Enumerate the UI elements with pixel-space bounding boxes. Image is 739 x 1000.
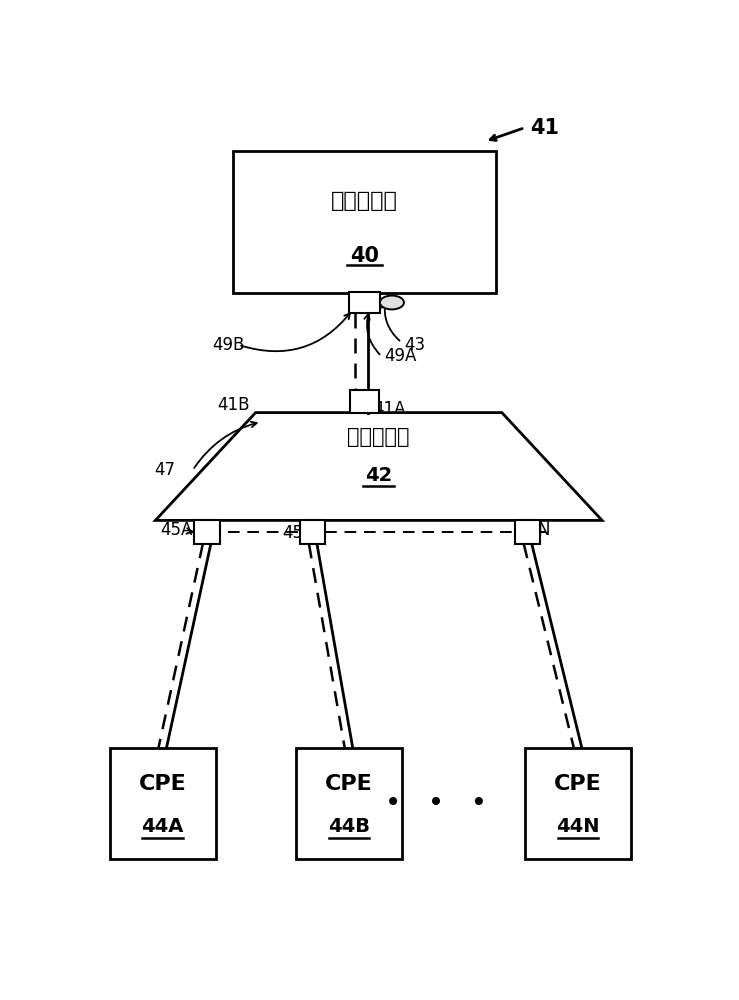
- Text: •   •   •: • • •: [385, 789, 487, 817]
- Text: 41B: 41B: [217, 396, 250, 414]
- Text: 40: 40: [350, 246, 379, 266]
- Text: CPE: CPE: [554, 774, 602, 794]
- Text: 接入路由器: 接入路由器: [331, 191, 398, 211]
- Text: 41A: 41A: [373, 400, 406, 418]
- Text: 43: 43: [404, 336, 426, 354]
- Bar: [349, 292, 380, 313]
- Text: CPE: CPE: [139, 774, 186, 794]
- Bar: [300, 520, 325, 544]
- Text: 梗形滤波器: 梗形滤波器: [347, 427, 410, 447]
- Bar: [233, 151, 496, 293]
- Text: 45N: 45N: [517, 521, 551, 539]
- Polygon shape: [155, 413, 602, 520]
- Text: 45A: 45A: [160, 521, 192, 539]
- Text: 42: 42: [365, 466, 392, 485]
- Text: 49A: 49A: [384, 347, 417, 365]
- Bar: [515, 520, 540, 544]
- Bar: [350, 389, 379, 413]
- Bar: [194, 520, 219, 544]
- Bar: [296, 748, 402, 859]
- Bar: [109, 748, 216, 859]
- Text: 41: 41: [531, 118, 559, 138]
- Text: 44B: 44B: [327, 817, 370, 836]
- Bar: [525, 748, 631, 859]
- Text: CPE: CPE: [325, 774, 372, 794]
- Text: 49B: 49B: [212, 336, 244, 354]
- Text: 45B: 45B: [282, 524, 315, 542]
- Text: 44A: 44A: [141, 817, 184, 836]
- Text: 47: 47: [154, 461, 175, 479]
- Ellipse shape: [380, 296, 404, 309]
- Text: 44N: 44N: [556, 817, 599, 836]
